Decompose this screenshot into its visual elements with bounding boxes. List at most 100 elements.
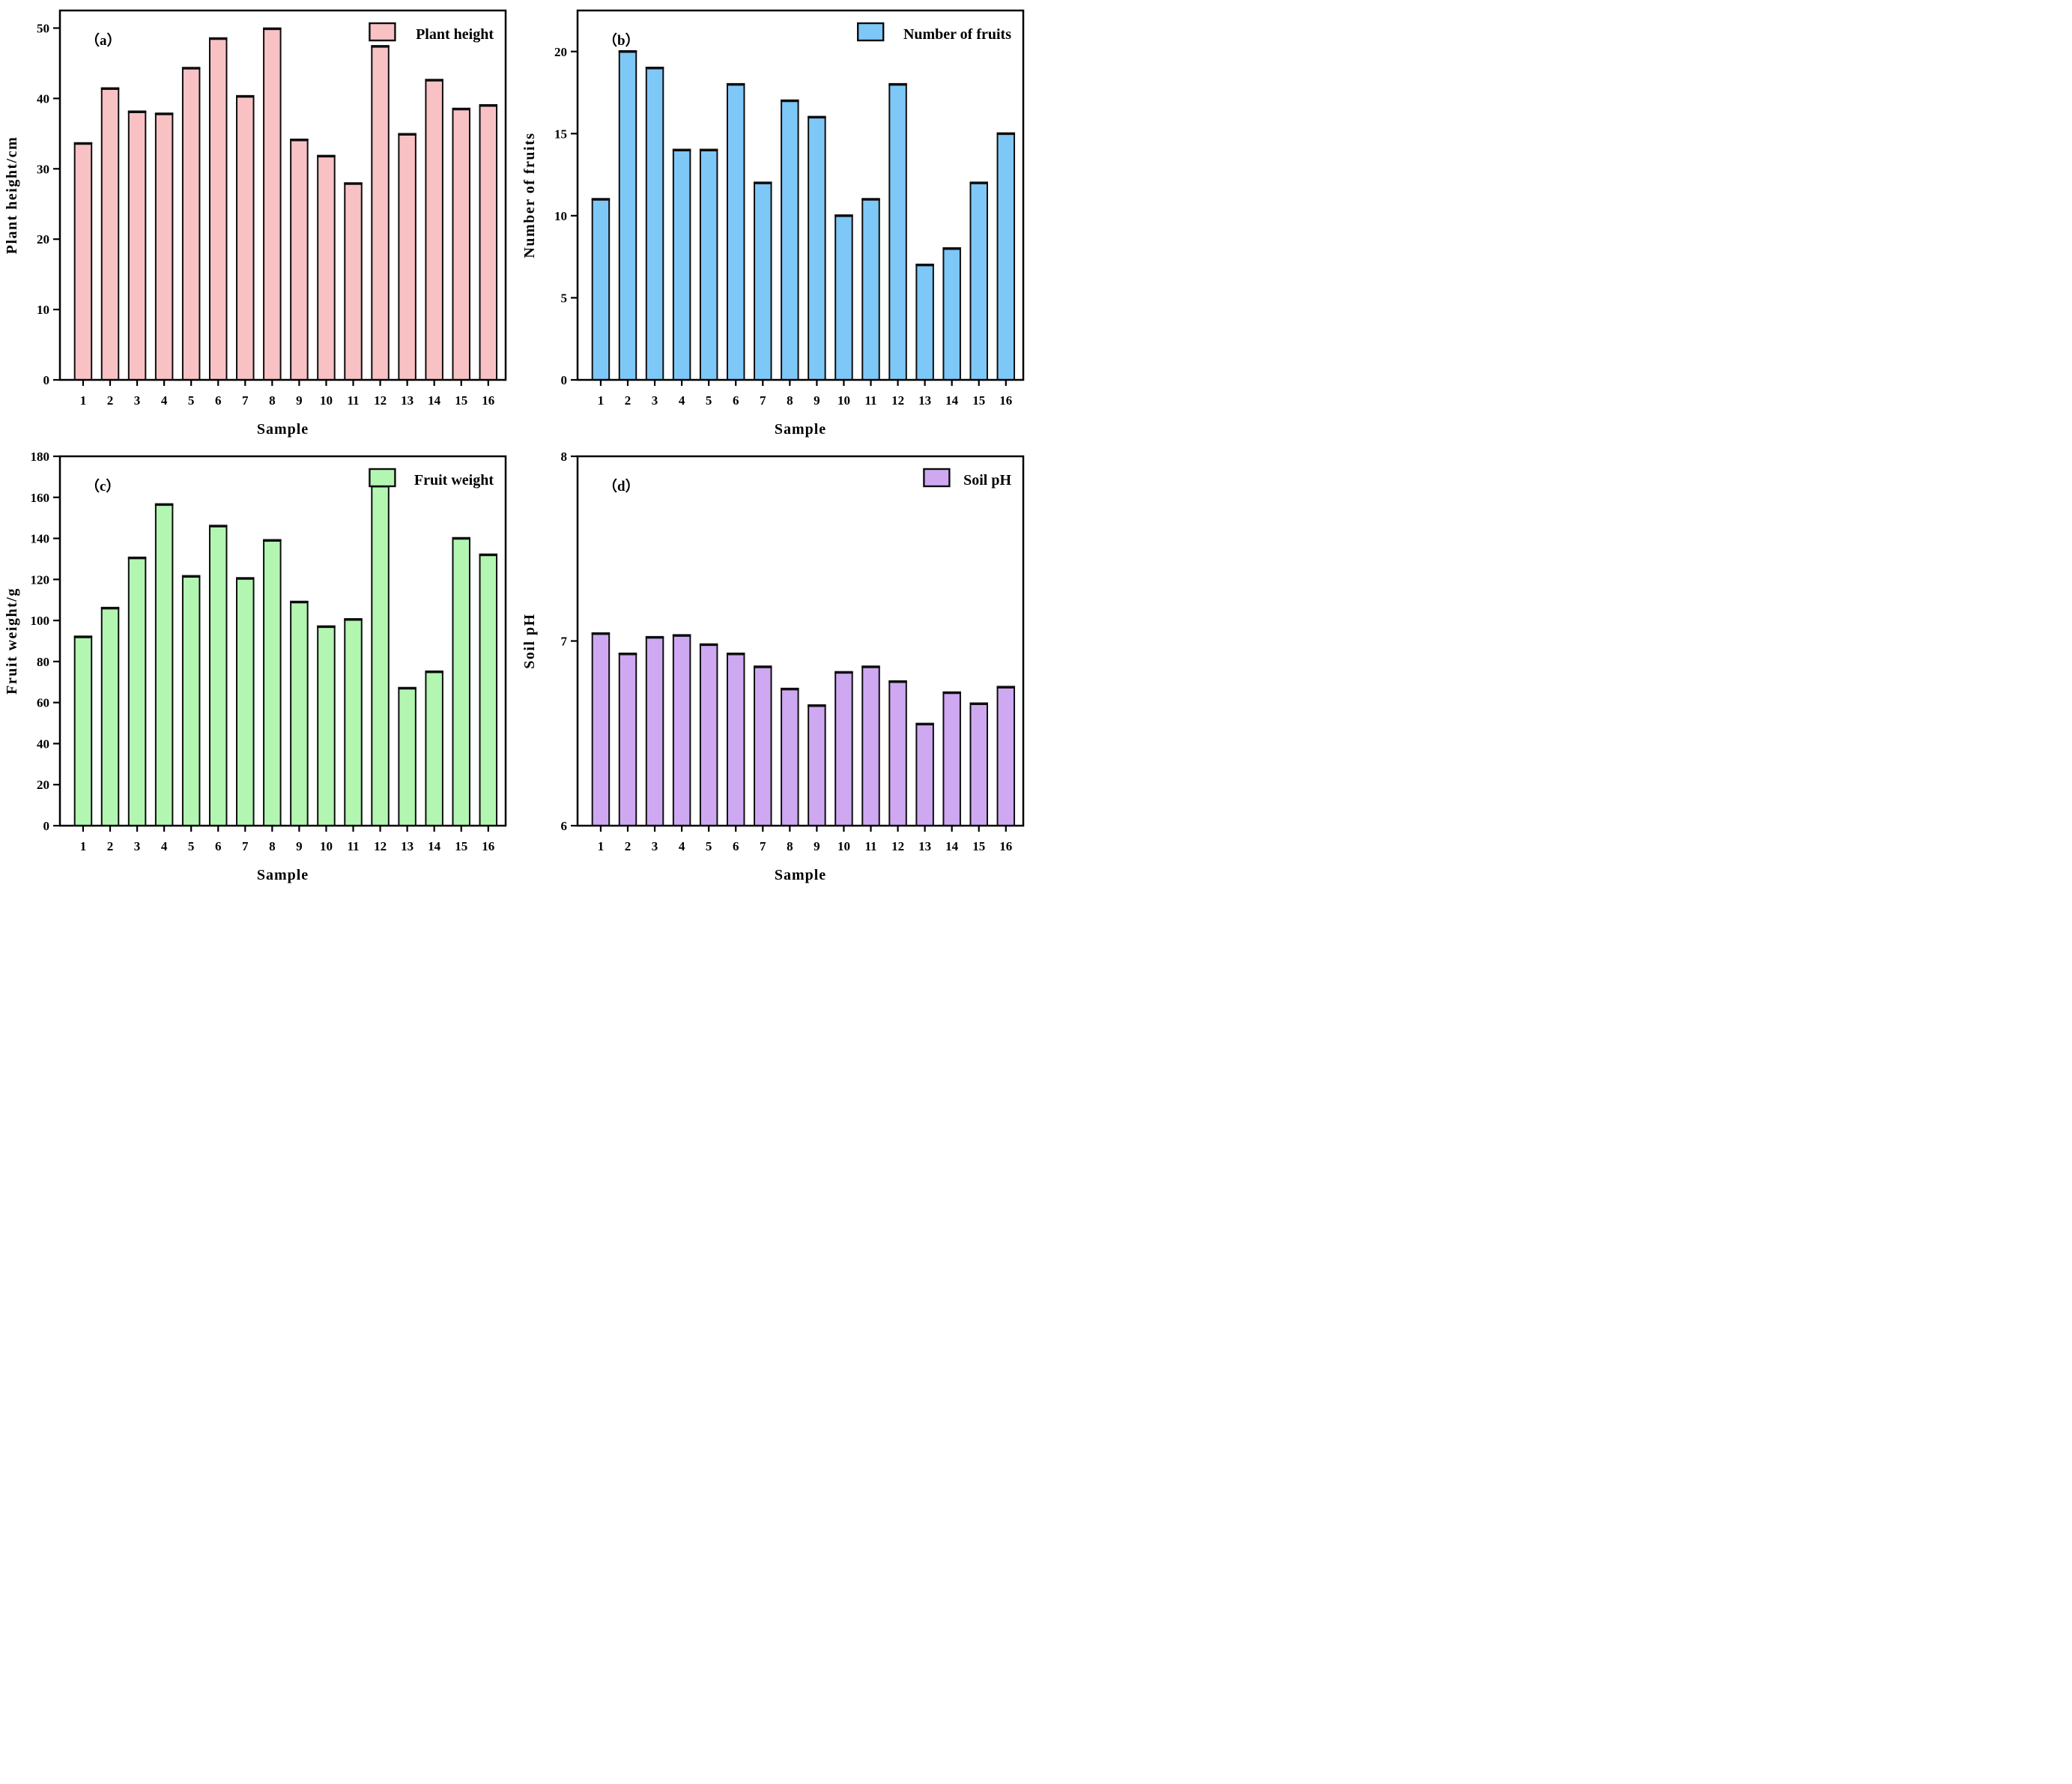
legend-swatch xyxy=(923,468,951,488)
plot-border xyxy=(576,9,1025,381)
x-tick-label: 15 xyxy=(972,393,985,408)
x-tick-label: 6 xyxy=(733,839,739,853)
x-tick-label: 4 xyxy=(679,839,685,853)
x-tick-label: 14 xyxy=(945,839,959,853)
bar-sample-12 xyxy=(888,83,907,381)
y-tick-label: 160 xyxy=(31,491,50,505)
y-tick-label: 7 xyxy=(561,635,568,649)
x-tick-label: 7 xyxy=(760,839,766,853)
y-tick-label: 8 xyxy=(561,450,568,464)
y-axis-title: Fruit weight/g xyxy=(4,587,20,695)
x-tick-label: 9 xyxy=(814,839,820,853)
x-tick-label: 6 xyxy=(733,393,739,408)
bar-sample-16 xyxy=(996,686,1016,826)
x-tick-label: 2 xyxy=(107,839,114,853)
x-tick-label: 6 xyxy=(215,393,222,408)
x-tick-label: 3 xyxy=(134,839,141,853)
x-tick-label: 13 xyxy=(918,393,931,408)
bar-sample-13 xyxy=(915,264,934,381)
panel-letter: （d） xyxy=(603,477,640,495)
bar-sample-3 xyxy=(645,636,664,826)
bar-sample-16 xyxy=(479,554,498,826)
y-tick-label: 60 xyxy=(37,696,49,710)
y-tick-label: 10 xyxy=(37,303,49,317)
y-tick-label: 40 xyxy=(37,737,49,751)
x-tick-label: 16 xyxy=(999,393,1012,408)
bar-sample-5 xyxy=(699,644,718,826)
panel-a-plant-height-chart: 0 10 20 30 40 50 1 2 3 4 5 6 7 8 9 10 11 12 13 14 15 16 （a） Pla… xyxy=(0,0,518,446)
x-tick-label: 13 xyxy=(401,839,414,853)
x-tick-label: 7 xyxy=(760,393,766,408)
bar-sample-8 xyxy=(781,688,799,826)
bar-sample-11 xyxy=(344,183,363,381)
x-tick-label: 14 xyxy=(428,839,441,853)
panel-letter: （c） xyxy=(85,477,120,495)
bar-sample-2 xyxy=(100,607,120,827)
bar-sample-7 xyxy=(754,182,772,381)
bar-sample-8 xyxy=(263,539,282,827)
x-tick-label: 9 xyxy=(814,393,820,408)
bar-sample-14 xyxy=(425,671,443,827)
bar-sample-9 xyxy=(808,116,826,381)
y-tick-label: 10 xyxy=(554,209,567,223)
bar-sample-10 xyxy=(834,214,853,381)
x-tick-label: 14 xyxy=(428,393,441,408)
bar-sample-4 xyxy=(154,113,174,381)
y-tick-label: 100 xyxy=(31,614,50,628)
bar-sample-2 xyxy=(618,653,637,826)
bar-sample-3 xyxy=(127,557,147,826)
bar-sample-10 xyxy=(317,155,336,381)
bar-sample-7 xyxy=(754,666,772,827)
bar-sample-12 xyxy=(888,680,907,827)
x-axis-title: Sample xyxy=(775,421,826,438)
x-tick-label: 2 xyxy=(107,393,114,408)
x-tick-label: 3 xyxy=(652,839,658,853)
x-tick-label: 8 xyxy=(787,839,793,853)
bar-sample-13 xyxy=(398,687,416,826)
y-tick-label: 0 xyxy=(561,373,568,387)
x-tick-label: 7 xyxy=(242,839,249,853)
x-tick-label: 3 xyxy=(652,393,658,408)
x-tick-label: 16 xyxy=(482,393,494,408)
x-tick-label: 15 xyxy=(972,839,985,853)
bar-sample-4 xyxy=(672,635,691,826)
bar-sample-15 xyxy=(452,537,470,827)
bar-sample-1 xyxy=(591,632,611,826)
y-tick-label: 40 xyxy=(37,91,49,106)
y-tick-label: 5 xyxy=(561,291,568,305)
panel-letter: （b） xyxy=(603,31,640,49)
x-tick-label: 1 xyxy=(80,393,87,408)
bar-sample-3 xyxy=(645,67,664,381)
legend-label: Plant height xyxy=(416,26,494,43)
panel-d-soil-ph-chart: 6 7 8 1 2 3 4 5 6 7 8 9 10 11 12 13 14 15 16 （d） Soil pH Soil… xyxy=(518,446,1035,892)
y-tick-label: 140 xyxy=(31,532,50,546)
bar-sample-7 xyxy=(236,577,255,826)
x-axis-title: Sample xyxy=(257,867,309,883)
x-tick-label: 11 xyxy=(864,839,876,853)
bar-sample-14 xyxy=(425,79,443,381)
x-tick-label: 10 xyxy=(320,393,333,408)
x-tick-label: 4 xyxy=(161,393,168,408)
bar-sample-5 xyxy=(181,575,201,826)
x-tick-label: 16 xyxy=(999,839,1012,853)
bar-sample-12 xyxy=(371,45,390,381)
bar-sample-11 xyxy=(861,666,880,827)
x-tick-label: 13 xyxy=(401,393,414,408)
bar-sample-6 xyxy=(726,653,745,826)
x-axis-title: Sample xyxy=(775,867,826,883)
y-tick-label: 6 xyxy=(561,819,568,833)
x-tick-label: 12 xyxy=(374,839,387,853)
x-tick-label: 1 xyxy=(598,393,605,408)
x-tick-label: 5 xyxy=(706,839,712,853)
x-tick-label: 9 xyxy=(296,839,303,853)
legend-swatch xyxy=(369,468,396,488)
y-tick-label: 120 xyxy=(31,572,50,587)
x-tick-label: 2 xyxy=(625,393,631,408)
legend-label: Number of fruits xyxy=(903,26,1011,43)
x-tick-label: 15 xyxy=(455,393,467,408)
x-tick-label: 7 xyxy=(242,393,249,408)
bar-sample-4 xyxy=(154,504,174,826)
